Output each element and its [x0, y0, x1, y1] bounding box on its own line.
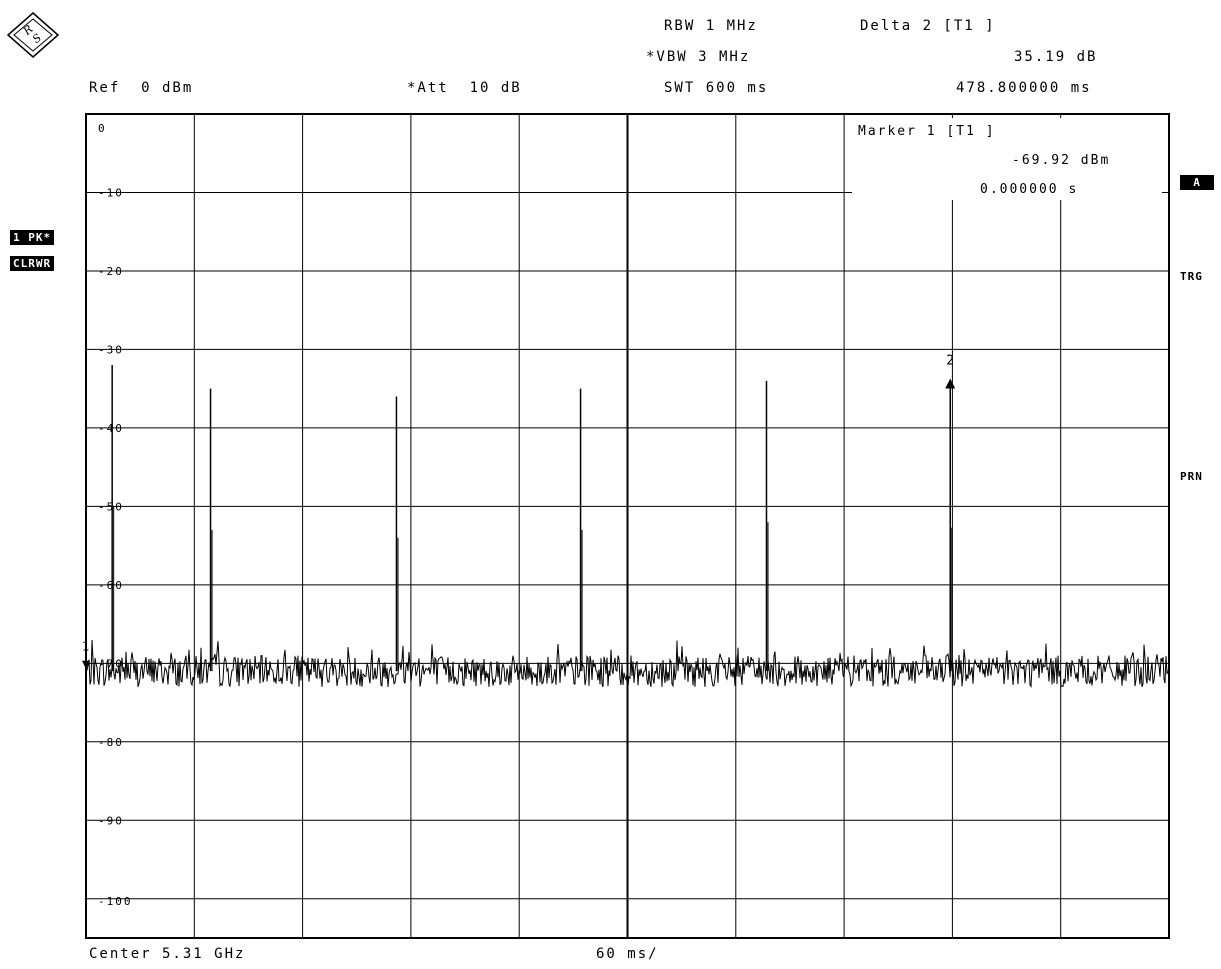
y-tick-label: 0 [98, 122, 107, 135]
rohde-schwarz-logo: R S [6, 12, 60, 58]
y-tick-label: -80 [98, 736, 124, 749]
y-tick-label: -100 [98, 895, 133, 908]
delta-marker-title: Delta 2 [T1 ] [860, 18, 996, 34]
y-tick-label: -30 [98, 343, 124, 356]
y-tick-label: -10 [98, 186, 124, 199]
y-tick-label: -90 [98, 814, 124, 827]
y-tick-layer: 0 -10 -20 -30 -40 -50 -60 -70 -80 -90 -100 [98, 122, 133, 908]
marker-2-label: 2 [946, 354, 954, 369]
ref-level-label: Ref 0 dBm [89, 80, 194, 96]
trace-mode-badge: CLRWR [10, 256, 55, 271]
delta-marker-value: 35.19 dB [1014, 49, 1098, 65]
marker-info-box: Marker 1 [T1 ] -69.92 dBm 0.000000 s [852, 118, 1162, 200]
marker-2-triangle [945, 378, 956, 389]
attenuation-label: *Att 10 dB [407, 80, 522, 96]
print-label: PRN [1180, 470, 1203, 483]
y-tick-label: -50 [98, 500, 124, 513]
marker1-time: 0.000000 s [980, 182, 1079, 197]
plot-grid [85, 113, 1170, 939]
marker-1-triangle [82, 660, 90, 669]
y-tick-label: -40 [98, 422, 124, 435]
y-tick-label: -70 [98, 657, 124, 670]
trigger-label: TRG [1180, 270, 1203, 283]
trace-detector-badge: 1 PK* [10, 230, 55, 245]
y-tick-label: -20 [98, 265, 124, 278]
marker1-title: Marker 1 [T1 ] [858, 124, 996, 139]
marker-layer: 12 [82, 354, 956, 669]
center-frequency-label: Center 5.31 GHz [89, 946, 246, 962]
time-per-division-label: 60 ms/ [596, 946, 659, 962]
trace-noise-floor [85, 639, 1170, 688]
screen-a-badge: A [1180, 175, 1214, 190]
delta-marker-time: 478.800000 ms [956, 80, 1092, 96]
swt-label: SWT 600 ms [664, 80, 769, 96]
vbw-label: *VBW 3 MHz [646, 49, 751, 65]
trace-layer [85, 365, 1170, 688]
rbw-label: RBW 1 MHz [664, 18, 758, 34]
y-tick-label: -60 [98, 579, 124, 592]
marker-1-label: 1 [82, 640, 89, 654]
marker1-value: -69.92 dBm [1012, 153, 1111, 168]
